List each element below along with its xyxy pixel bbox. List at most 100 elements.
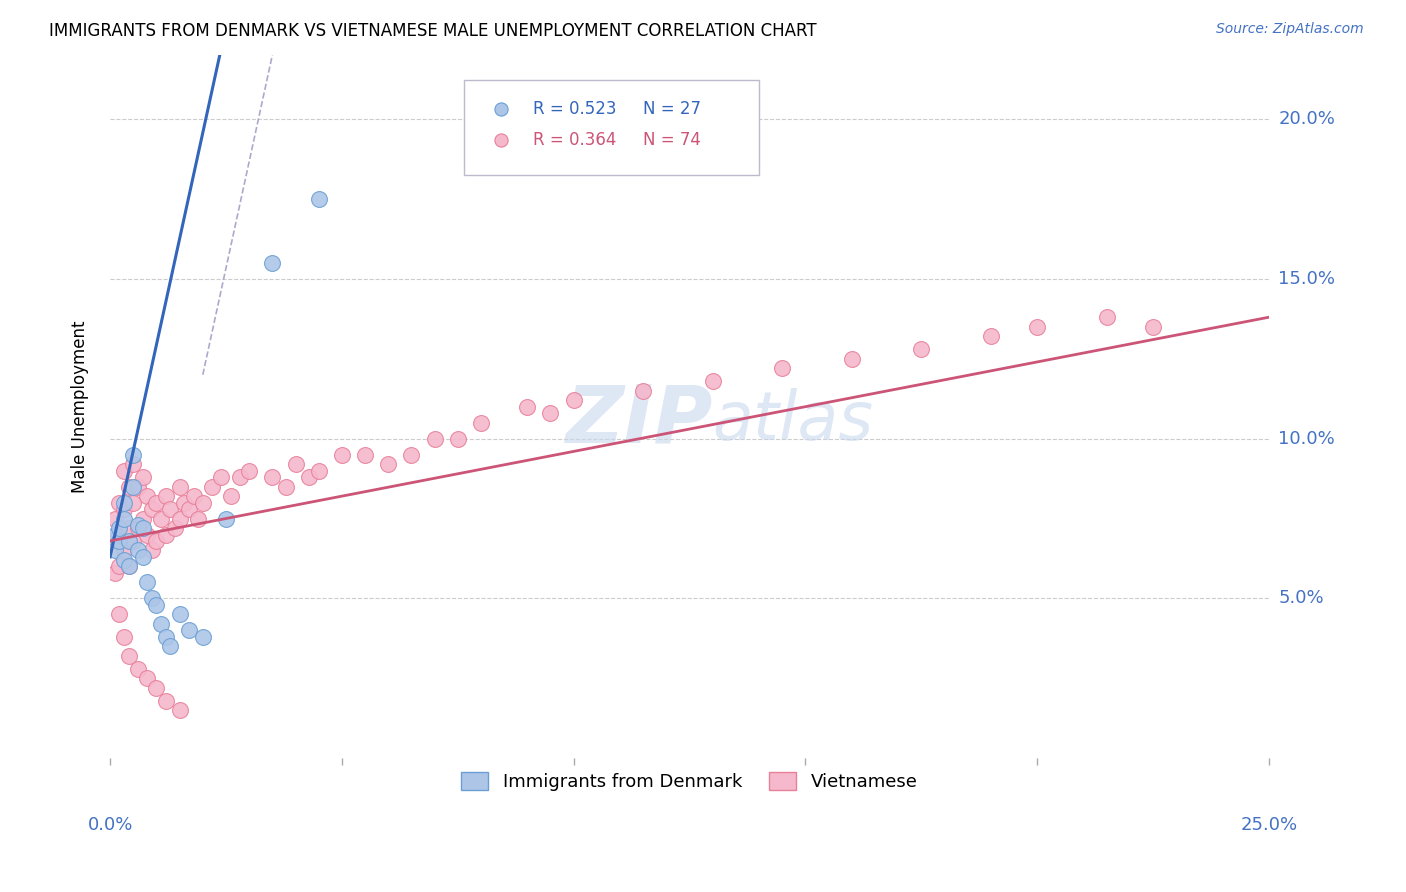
- Point: [127, 517, 149, 532]
- Point: [770, 361, 793, 376]
- Point: [122, 457, 145, 471]
- Point: [104, 543, 127, 558]
- Text: 5.0%: 5.0%: [1278, 590, 1324, 607]
- Point: [108, 521, 131, 535]
- Point: [127, 479, 149, 493]
- Point: [169, 511, 191, 525]
- Point: [262, 256, 284, 270]
- Point: [163, 521, 186, 535]
- Point: [122, 448, 145, 462]
- Point: [150, 617, 173, 632]
- Point: [1095, 310, 1118, 325]
- Point: [108, 559, 131, 574]
- Point: [980, 329, 1002, 343]
- Point: [201, 479, 224, 493]
- Point: [169, 703, 191, 717]
- Point: [108, 527, 131, 541]
- Text: 25.0%: 25.0%: [1240, 815, 1298, 834]
- Point: [276, 479, 298, 493]
- Point: [169, 479, 191, 493]
- Point: [112, 543, 135, 558]
- Point: [229, 470, 252, 484]
- Point: [191, 495, 214, 509]
- Point: [117, 479, 139, 493]
- Point: [401, 448, 423, 462]
- Point: [155, 694, 177, 708]
- Point: [159, 502, 181, 516]
- Text: Source: ZipAtlas.com: Source: ZipAtlas.com: [1216, 22, 1364, 37]
- Point: [117, 533, 139, 548]
- Text: N = 74: N = 74: [643, 130, 702, 148]
- Point: [177, 624, 200, 638]
- Point: [112, 511, 135, 525]
- Point: [377, 457, 399, 471]
- Point: [562, 393, 585, 408]
- Text: N = 27: N = 27: [643, 100, 702, 119]
- Point: [219, 489, 242, 503]
- Point: [117, 648, 139, 663]
- Point: [540, 406, 562, 420]
- Point: [423, 432, 446, 446]
- Point: [516, 400, 538, 414]
- Point: [122, 495, 145, 509]
- Point: [447, 432, 470, 446]
- Point: [1142, 319, 1164, 334]
- Point: [131, 470, 153, 484]
- Point: [112, 464, 135, 478]
- Point: [238, 464, 260, 478]
- Point: [1026, 319, 1049, 334]
- Point: [141, 502, 163, 516]
- Point: [117, 559, 139, 574]
- Point: [136, 671, 159, 685]
- Point: [262, 470, 284, 484]
- Point: [122, 479, 145, 493]
- Point: [177, 502, 200, 516]
- Point: [141, 591, 163, 606]
- Point: [145, 495, 167, 509]
- Point: [145, 681, 167, 695]
- Legend: Immigrants from Denmark, Vietnamese: Immigrants from Denmark, Vietnamese: [454, 764, 925, 798]
- Point: [104, 566, 127, 580]
- Point: [104, 511, 127, 525]
- Point: [191, 630, 214, 644]
- Point: [308, 464, 330, 478]
- Point: [145, 533, 167, 548]
- Point: [910, 342, 932, 356]
- Point: [284, 457, 307, 471]
- Point: [108, 495, 131, 509]
- Point: [122, 533, 145, 548]
- FancyBboxPatch shape: [464, 79, 759, 175]
- Point: [117, 559, 139, 574]
- Point: [117, 521, 139, 535]
- Point: [308, 192, 330, 206]
- Point: [159, 640, 181, 654]
- Point: [155, 489, 177, 503]
- Point: [127, 521, 149, 535]
- Point: [136, 575, 159, 590]
- Point: [155, 630, 177, 644]
- Point: [112, 495, 135, 509]
- Point: [169, 607, 191, 622]
- Point: [136, 489, 159, 503]
- Point: [136, 527, 159, 541]
- Point: [108, 533, 131, 548]
- Point: [127, 662, 149, 676]
- Text: 0.0%: 0.0%: [87, 815, 132, 834]
- Text: 20.0%: 20.0%: [1278, 110, 1336, 128]
- Text: 15.0%: 15.0%: [1278, 270, 1336, 288]
- Point: [104, 533, 127, 548]
- Text: R = 0.523: R = 0.523: [533, 100, 617, 119]
- Point: [841, 351, 863, 366]
- Point: [131, 511, 153, 525]
- Point: [215, 511, 238, 525]
- Point: [155, 527, 177, 541]
- Text: IMMIGRANTS FROM DENMARK VS VIETNAMESE MALE UNEMPLOYMENT CORRELATION CHART: IMMIGRANTS FROM DENMARK VS VIETNAMESE MA…: [49, 22, 817, 40]
- Point: [298, 470, 321, 484]
- Point: [330, 448, 353, 462]
- Y-axis label: Male Unemployment: Male Unemployment: [72, 320, 89, 493]
- Point: [209, 470, 232, 484]
- Point: [173, 495, 195, 509]
- Text: ZIP: ZIP: [565, 382, 713, 459]
- Point: [183, 489, 205, 503]
- Point: [127, 543, 149, 558]
